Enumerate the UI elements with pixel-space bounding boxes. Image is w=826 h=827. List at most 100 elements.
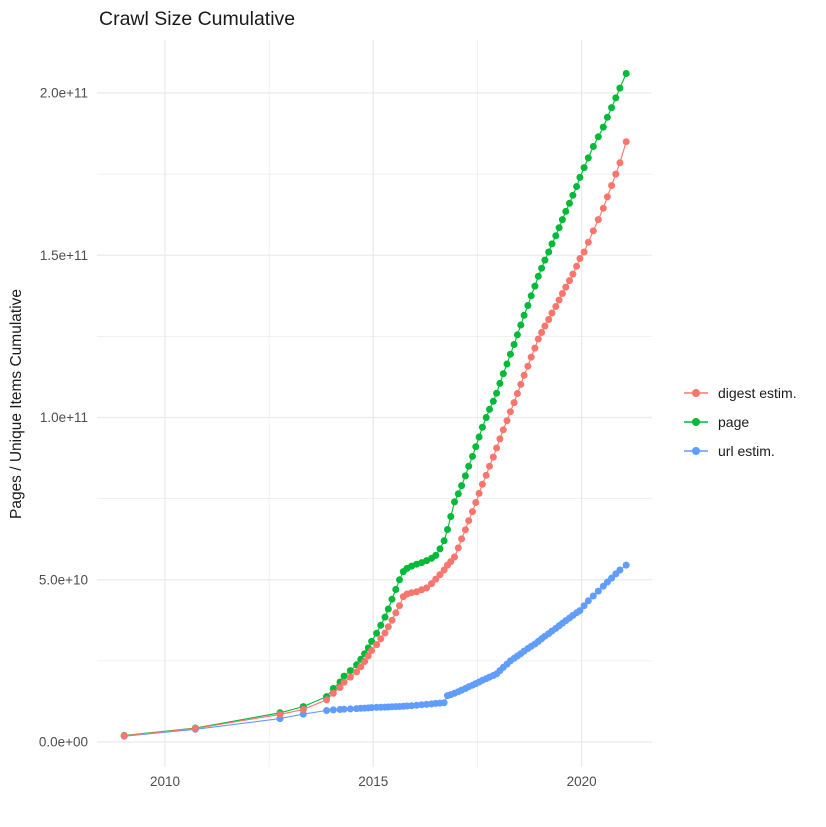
data-point bbox=[580, 602, 588, 610]
data-point bbox=[569, 270, 577, 278]
legend-key-page-icon bbox=[684, 417, 708, 426]
legend-key-digest-icon bbox=[684, 388, 708, 397]
data-point bbox=[475, 489, 483, 497]
data-point bbox=[603, 113, 611, 121]
data-point bbox=[510, 399, 518, 407]
data-point bbox=[469, 452, 476, 460]
data-point bbox=[381, 629, 389, 637]
data-point bbox=[594, 216, 602, 224]
data-point bbox=[475, 433, 483, 441]
data-point bbox=[527, 292, 535, 300]
data-point bbox=[340, 672, 348, 680]
data-point bbox=[555, 296, 563, 304]
data-point bbox=[503, 360, 511, 368]
data-point bbox=[599, 204, 607, 212]
data-point bbox=[517, 380, 525, 388]
data-point bbox=[538, 329, 546, 336]
data-point bbox=[191, 724, 199, 732]
data-point bbox=[594, 133, 602, 141]
data-point bbox=[392, 586, 400, 593]
data-point bbox=[377, 621, 385, 629]
legend: digest estim. page url estim. bbox=[683, 378, 797, 465]
data-point bbox=[482, 471, 490, 479]
series-layer bbox=[120, 70, 630, 740]
data-point bbox=[346, 705, 354, 713]
data-point bbox=[584, 597, 592, 605]
legend-label-page: page bbox=[718, 413, 750, 430]
data-point bbox=[458, 535, 466, 543]
data-point bbox=[444, 526, 451, 533]
data-point bbox=[558, 290, 566, 297]
legend-item-url-estim: url estim. bbox=[683, 436, 797, 465]
data-point bbox=[499, 370, 507, 378]
data-point bbox=[323, 707, 331, 714]
data-point bbox=[432, 551, 440, 559]
legend-key-url-icon bbox=[684, 446, 708, 455]
data-point bbox=[616, 566, 624, 574]
data-point bbox=[368, 647, 376, 654]
data-point bbox=[580, 164, 588, 172]
series-digest-estim- bbox=[120, 138, 630, 740]
data-point bbox=[510, 341, 518, 348]
data-point bbox=[562, 283, 570, 291]
data-point bbox=[440, 537, 448, 545]
series-url-estim- bbox=[120, 561, 630, 740]
data-point bbox=[612, 170, 620, 178]
data-point bbox=[440, 566, 448, 574]
series-page bbox=[120, 70, 630, 739]
data-point bbox=[534, 272, 542, 280]
data-point bbox=[486, 405, 493, 413]
data-point bbox=[381, 613, 389, 621]
data-point bbox=[436, 571, 444, 579]
data-point bbox=[392, 609, 400, 617]
data-point bbox=[340, 705, 348, 713]
x-tick-label: 2015 bbox=[358, 774, 388, 789]
gridlines-major bbox=[97, 40, 652, 767]
data-point bbox=[580, 248, 588, 256]
data-point bbox=[388, 595, 396, 603]
legend-label-url-estim: url estim. bbox=[718, 442, 775, 459]
data-point bbox=[622, 70, 630, 77]
data-point bbox=[454, 544, 462, 552]
data-point bbox=[486, 462, 493, 470]
data-point bbox=[548, 240, 556, 248]
data-point bbox=[120, 732, 128, 740]
data-point bbox=[576, 607, 584, 615]
gridlines-minor bbox=[97, 40, 652, 767]
data-point bbox=[440, 699, 448, 707]
data-point bbox=[555, 224, 563, 232]
data-point bbox=[513, 390, 521, 397]
data-point bbox=[506, 408, 514, 416]
data-point bbox=[527, 353, 535, 361]
data-point bbox=[545, 316, 553, 323]
data-point bbox=[566, 277, 573, 285]
data-point bbox=[566, 199, 573, 207]
data-point bbox=[558, 216, 566, 224]
data-point bbox=[388, 616, 396, 624]
data-point bbox=[506, 350, 514, 358]
data-point bbox=[524, 362, 532, 370]
data-point bbox=[552, 232, 560, 240]
data-point bbox=[478, 480, 486, 488]
x-axis-tick-labels: 2010 2015 2020 bbox=[150, 774, 597, 789]
data-point bbox=[373, 641, 381, 649]
data-point bbox=[418, 701, 426, 709]
data-point bbox=[373, 629, 381, 637]
data-point bbox=[299, 706, 307, 713]
data-point bbox=[589, 227, 597, 235]
data-point bbox=[336, 684, 344, 691]
data-point bbox=[396, 602, 403, 610]
data-point bbox=[573, 183, 581, 190]
data-point bbox=[622, 138, 630, 146]
data-point bbox=[584, 238, 592, 246]
data-point bbox=[465, 462, 473, 470]
y-axis-title: Pages / Unique Items Cumulative bbox=[8, 289, 25, 519]
data-point bbox=[608, 104, 616, 112]
data-point bbox=[340, 678, 348, 686]
data-point bbox=[513, 331, 521, 339]
data-point bbox=[323, 696, 331, 704]
data-point bbox=[329, 689, 337, 697]
data-point bbox=[361, 658, 369, 665]
